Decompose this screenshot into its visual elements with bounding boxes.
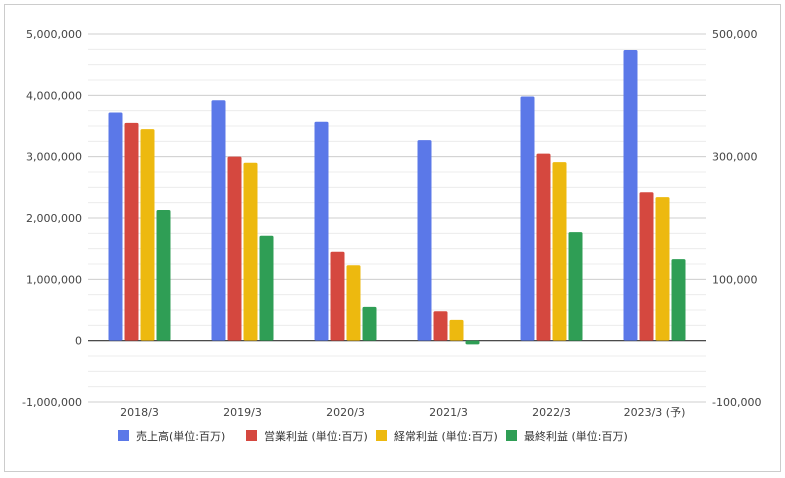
legend-label: 最終利益 (単位:百万) (524, 429, 628, 443)
left-axis-tick-label: 2,000,000 (26, 212, 82, 225)
bar (465, 340, 480, 345)
bar (552, 162, 567, 341)
legend-label: 売上高(単位:百万) (136, 429, 225, 443)
left-axis-tick-label: 0 (75, 335, 82, 348)
legend-label: 経常利益 (単位:百万) (394, 429, 498, 443)
bar (243, 162, 258, 341)
bar (124, 122, 139, 341)
legend-label: 営業利益 (単位:百万) (264, 429, 368, 443)
bar (671, 259, 686, 341)
bar (362, 306, 377, 341)
legend-swatch (506, 430, 517, 441)
bar (655, 197, 670, 341)
x-axis-category-label: 2023/3 (予) (624, 406, 686, 419)
bar (330, 251, 345, 341)
right-axis-tick-label: 300,000 (712, 151, 758, 164)
bar (536, 153, 551, 341)
bar (227, 156, 242, 341)
bar (211, 100, 226, 341)
x-axis-category-label: 2020/3 (326, 406, 365, 419)
x-axis-category-label: 2022/3 (532, 406, 571, 419)
bar (140, 129, 155, 341)
x-axis-category-label: 2018/3 (120, 406, 159, 419)
right-axis-tick-label: 100,000 (712, 273, 758, 286)
bar (639, 192, 654, 341)
right-axis-tick-label: 500,000 (712, 28, 758, 41)
legend-swatch (246, 430, 257, 441)
left-axis-tick-label: 5,000,000 (26, 28, 82, 41)
bar (433, 311, 448, 341)
x-axis-category-label: 2019/3 (223, 406, 262, 419)
x-axis-category-label: 2021/3 (429, 406, 468, 419)
bar (449, 319, 464, 341)
bar (156, 210, 171, 341)
left-axis-tick-label: 4,000,000 (26, 89, 82, 102)
bar (259, 235, 274, 341)
bar (568, 232, 583, 341)
legend-swatch (118, 430, 129, 441)
left-axis-tick-label: 3,000,000 (26, 151, 82, 164)
bar (108, 112, 123, 341)
bar (623, 49, 638, 341)
left-axis-tick-label: 1,000,000 (26, 273, 82, 286)
bar (417, 140, 432, 341)
bar (346, 265, 361, 341)
bar (314, 121, 329, 341)
legend-swatch (376, 430, 387, 441)
right-axis-tick-label: -100,000 (712, 396, 761, 409)
left-axis-tick-label: -1,000,000 (22, 396, 82, 409)
bar (520, 96, 535, 341)
